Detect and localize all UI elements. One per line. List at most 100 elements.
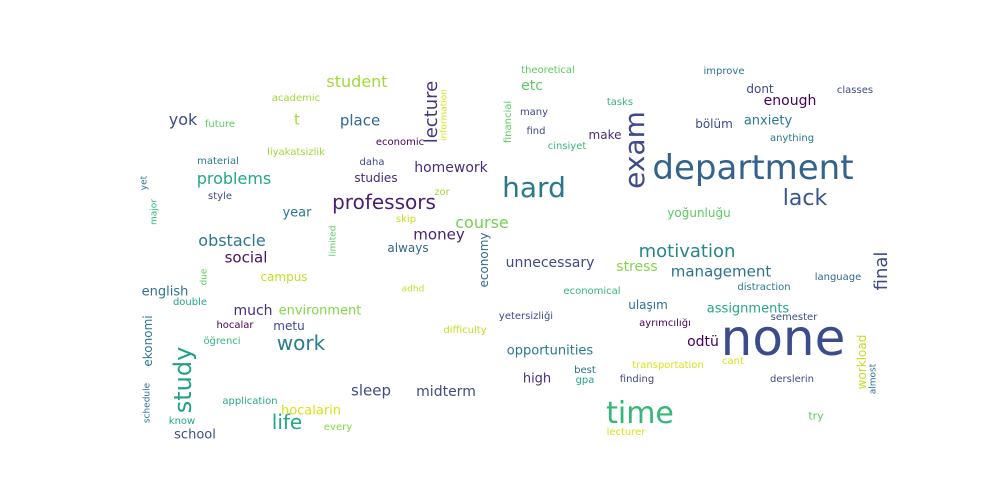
word-hocalarin: hocalarin: [280, 403, 342, 419]
word-economical: economical: [563, 286, 621, 297]
word-yogunlugu: yoğunluğu: [667, 206, 731, 220]
word-limited: limited: [328, 225, 339, 257]
word-find: find: [526, 126, 546, 137]
word-life: life: [271, 410, 303, 434]
word-workload: workload: [855, 334, 869, 390]
word-professors: professors: [332, 190, 436, 214]
word-department: department: [652, 148, 854, 188]
word-semester: semester: [770, 312, 818, 323]
word-motivation: motivation: [638, 241, 736, 262]
word-final: final: [871, 251, 892, 291]
word-economic: economic: [375, 137, 425, 148]
word-studies: studies: [354, 171, 398, 185]
word-campus: campus: [260, 270, 308, 284]
word-midterm: midterm: [416, 384, 476, 400]
word-money: money: [413, 225, 465, 244]
word-difficulty: difficulty: [443, 325, 487, 336]
word-t: t: [294, 110, 300, 129]
word-study: study: [169, 346, 197, 414]
word-cant: cant: [722, 356, 744, 367]
word-economy: economy: [477, 232, 491, 288]
word-social: social: [224, 248, 268, 267]
word-information: information: [439, 89, 450, 141]
word-almost: almost: [868, 363, 879, 395]
word-sleep: sleep: [351, 381, 391, 400]
word-lecture: lecture: [421, 80, 442, 144]
word-know: know: [168, 416, 196, 427]
word-metu: metu: [273, 319, 305, 333]
word-etc: etc: [521, 78, 543, 94]
word-derslerin: derslerin: [770, 374, 814, 385]
word-place: place: [339, 111, 381, 130]
word-gpa: gpa: [575, 375, 595, 386]
word-yet: yet: [139, 175, 150, 191]
word-school: school: [174, 427, 216, 443]
word-unnecessary: unnecessary: [505, 255, 595, 271]
word-ulasim: ulaşım: [628, 298, 668, 312]
word-skip: skip: [395, 214, 417, 225]
word-english: english: [141, 284, 189, 300]
word-hocalar: hocalar: [216, 320, 254, 331]
word-none: none: [720, 309, 846, 367]
word-homework: homework: [414, 160, 488, 176]
word-ayrimciligi: ayrımcılığı: [639, 318, 691, 329]
word-best: best: [574, 365, 596, 376]
word-work: work: [276, 331, 326, 355]
word-improve: improve: [703, 66, 745, 77]
word-assignments: assignments: [706, 301, 790, 317]
word-problems: problems: [196, 169, 272, 188]
word-style: style: [208, 191, 232, 202]
word-classes: classes: [836, 85, 874, 96]
word-lecturer: lecturer: [606, 427, 646, 438]
word-odtu: odtü: [687, 334, 719, 350]
word-adhd: adhd: [401, 284, 425, 295]
word-finding: finding: [619, 374, 655, 385]
word-liyakatsizlik: liyakatsizlik: [267, 147, 325, 158]
word-transportation: transportation: [632, 360, 704, 371]
word-major: major: [149, 199, 160, 225]
word-hard: hard: [502, 171, 566, 204]
word-many: many: [519, 107, 549, 118]
word-obstacle: obstacle: [198, 231, 266, 250]
word-application: application: [222, 396, 278, 407]
word-time: time: [606, 396, 674, 431]
word-exam: exam: [618, 111, 651, 189]
word-try: try: [808, 409, 824, 423]
word-lack: lack: [782, 186, 828, 211]
word-dont: dont: [746, 82, 774, 96]
word-anything: anything: [769, 133, 815, 144]
word-daha: daha: [359, 157, 385, 168]
word-financial: financial: [503, 100, 514, 144]
word-enough: enough: [763, 93, 817, 109]
word-stress: stress: [616, 259, 658, 275]
word-ekonomi: ekonomi: [141, 315, 155, 367]
word-due: due: [199, 268, 210, 286]
word-year: year: [282, 205, 312, 221]
word-high: high: [522, 371, 552, 387]
word-cinsiyet: cinsiyet: [547, 141, 587, 152]
word-academic: academic: [271, 93, 321, 104]
word-double: double: [172, 297, 208, 308]
word-course: course: [455, 213, 509, 232]
word-always: always: [387, 241, 429, 255]
word-yetersizligi: yetersizliği: [498, 311, 554, 322]
word-theoretical: theoretical: [521, 65, 575, 76]
word-much: much: [233, 303, 273, 319]
word-tasks: tasks: [606, 97, 634, 108]
word-make: make: [588, 128, 622, 142]
word-every: every: [323, 422, 353, 433]
word-future: future: [204, 119, 236, 130]
word-yok: yok: [168, 110, 198, 129]
word-environment: environment: [278, 303, 362, 319]
word-language: language: [814, 272, 862, 283]
word-distraction: distraction: [737, 282, 791, 293]
word-bolum: bölüm: [695, 117, 733, 131]
word-schedule: schedule: [142, 382, 153, 424]
word-opportunities: opportunities: [506, 343, 594, 359]
word-management: management: [670, 262, 772, 281]
word-student: student: [326, 72, 388, 91]
word-anxiety: anxiety: [743, 113, 793, 129]
word-ogrenci: öğrenci: [203, 336, 241, 347]
word-zor: zor: [434, 187, 450, 198]
